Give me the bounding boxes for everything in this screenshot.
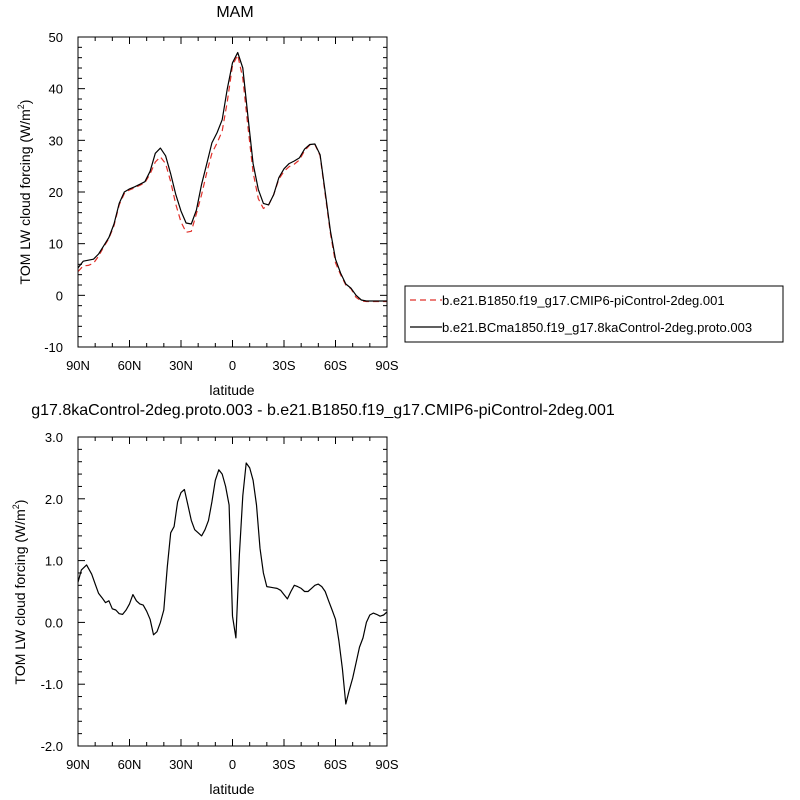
bottom-x-tick-labels: 90N 60N 30N 0 30S 60S 90S xyxy=(66,757,399,772)
top-x-tick-label: 30N xyxy=(169,358,193,373)
bot-y-tick-label: 1.0 xyxy=(45,554,63,569)
top-series-group xyxy=(77,51,387,303)
legend-label-series-1: b.e21.B1850.f19_g17.CMIP6-piControl-2deg… xyxy=(442,293,725,308)
bottom-panel: g17.8kaControl-2deg.proto.003 - b.e21.B1… xyxy=(11,402,615,797)
top-x-tick-label: 90S xyxy=(375,358,398,373)
top-y-tick-label: 50 xyxy=(49,30,63,45)
legend-label-series-2: b.e21.BCma1850.f19_g17.8kaControl-2deg.p… xyxy=(442,320,752,335)
bottom-y-axis-label-sup: 2 xyxy=(11,504,21,509)
top-x-tick-label: 90N xyxy=(66,358,90,373)
legend: b.e21.B1850.f19_g17.CMIP6-piControl-2deg… xyxy=(404,285,784,343)
bot-x-tick-label: 0 xyxy=(229,757,236,772)
bot-y-tick-label: 0.0 xyxy=(45,615,63,630)
top-x-tick-labels: 90N 60N 30N 0 30S 60S 90S xyxy=(66,358,399,373)
bot-x-tick-label: 30S xyxy=(272,757,295,772)
top-series-line-2 xyxy=(77,51,387,302)
top-y-tick-label: 40 xyxy=(49,82,63,97)
top-chart-title: MAM xyxy=(216,4,253,21)
top-y-tick-label: 0 xyxy=(56,288,63,303)
top-y-axis-label: TOM LW cloud forcing (W/m2) xyxy=(16,100,33,285)
bot-x-tick-label: 60N xyxy=(118,757,142,772)
bottom-axis-ticks xyxy=(77,436,388,747)
bot-y-tick-label: -2.0 xyxy=(41,739,63,754)
top-plot-frame xyxy=(77,36,388,348)
bot-x-tick-label: 60S xyxy=(324,757,347,772)
bottom-x-axis-label: latitude xyxy=(209,781,254,797)
top-y-tick-label: -10 xyxy=(44,340,63,355)
bot-series-line-1 xyxy=(77,462,388,705)
bot-x-tick-label: 90N xyxy=(66,757,90,772)
top-x-tick-label: 0 xyxy=(229,358,236,373)
bottom-series-group xyxy=(77,462,388,705)
legend-box xyxy=(404,285,784,343)
top-y-axis-label-end: ) xyxy=(17,100,33,105)
bot-x-tick-label: 30N xyxy=(169,757,193,772)
top-series-line-1 xyxy=(77,54,387,303)
top-x-tick-label: 30S xyxy=(272,358,295,373)
top-y-tick-label: 30 xyxy=(49,133,63,148)
top-y-tick-label: 20 xyxy=(49,185,63,200)
top-x-tick-label: 60N xyxy=(118,358,142,373)
top-y-tick-labels: -10 0 10 20 30 40 50 xyxy=(44,30,63,355)
top-y-tick-label: 10 xyxy=(49,237,63,252)
bot-x-tick-label: 90S xyxy=(375,757,398,772)
bottom-plot-frame xyxy=(77,436,388,747)
top-x-axis-label: latitude xyxy=(209,382,254,398)
bottom-chart-title: g17.8kaControl-2deg.proto.003 - b.e21.B1… xyxy=(31,402,615,419)
bot-y-tick-label: 3.0 xyxy=(45,430,63,445)
bottom-y-axis-label-end: ) xyxy=(12,500,28,505)
bottom-y-axis-label-main: TOM LW cloud forcing (W/m xyxy=(12,509,28,684)
bot-y-tick-label: -1.0 xyxy=(41,677,63,692)
top-y-axis-label-main: TOM LW cloud forcing (W/m xyxy=(17,109,33,284)
top-y-axis-label-sup: 2 xyxy=(16,104,26,109)
bot-y-tick-label: 2.0 xyxy=(45,492,63,507)
top-x-tick-label: 60S xyxy=(324,358,347,373)
top-panel: MAM -10 0 10 20 30 40 50 90N 60N 30N 0 30S 60S 90S l… xyxy=(16,4,784,398)
bottom-y-tick-labels: -2.0 -1.0 0.0 1.0 2.0 3.0 xyxy=(41,430,63,754)
bottom-y-axis-label: TOM LW cloud forcing (W/m2) xyxy=(11,500,28,685)
